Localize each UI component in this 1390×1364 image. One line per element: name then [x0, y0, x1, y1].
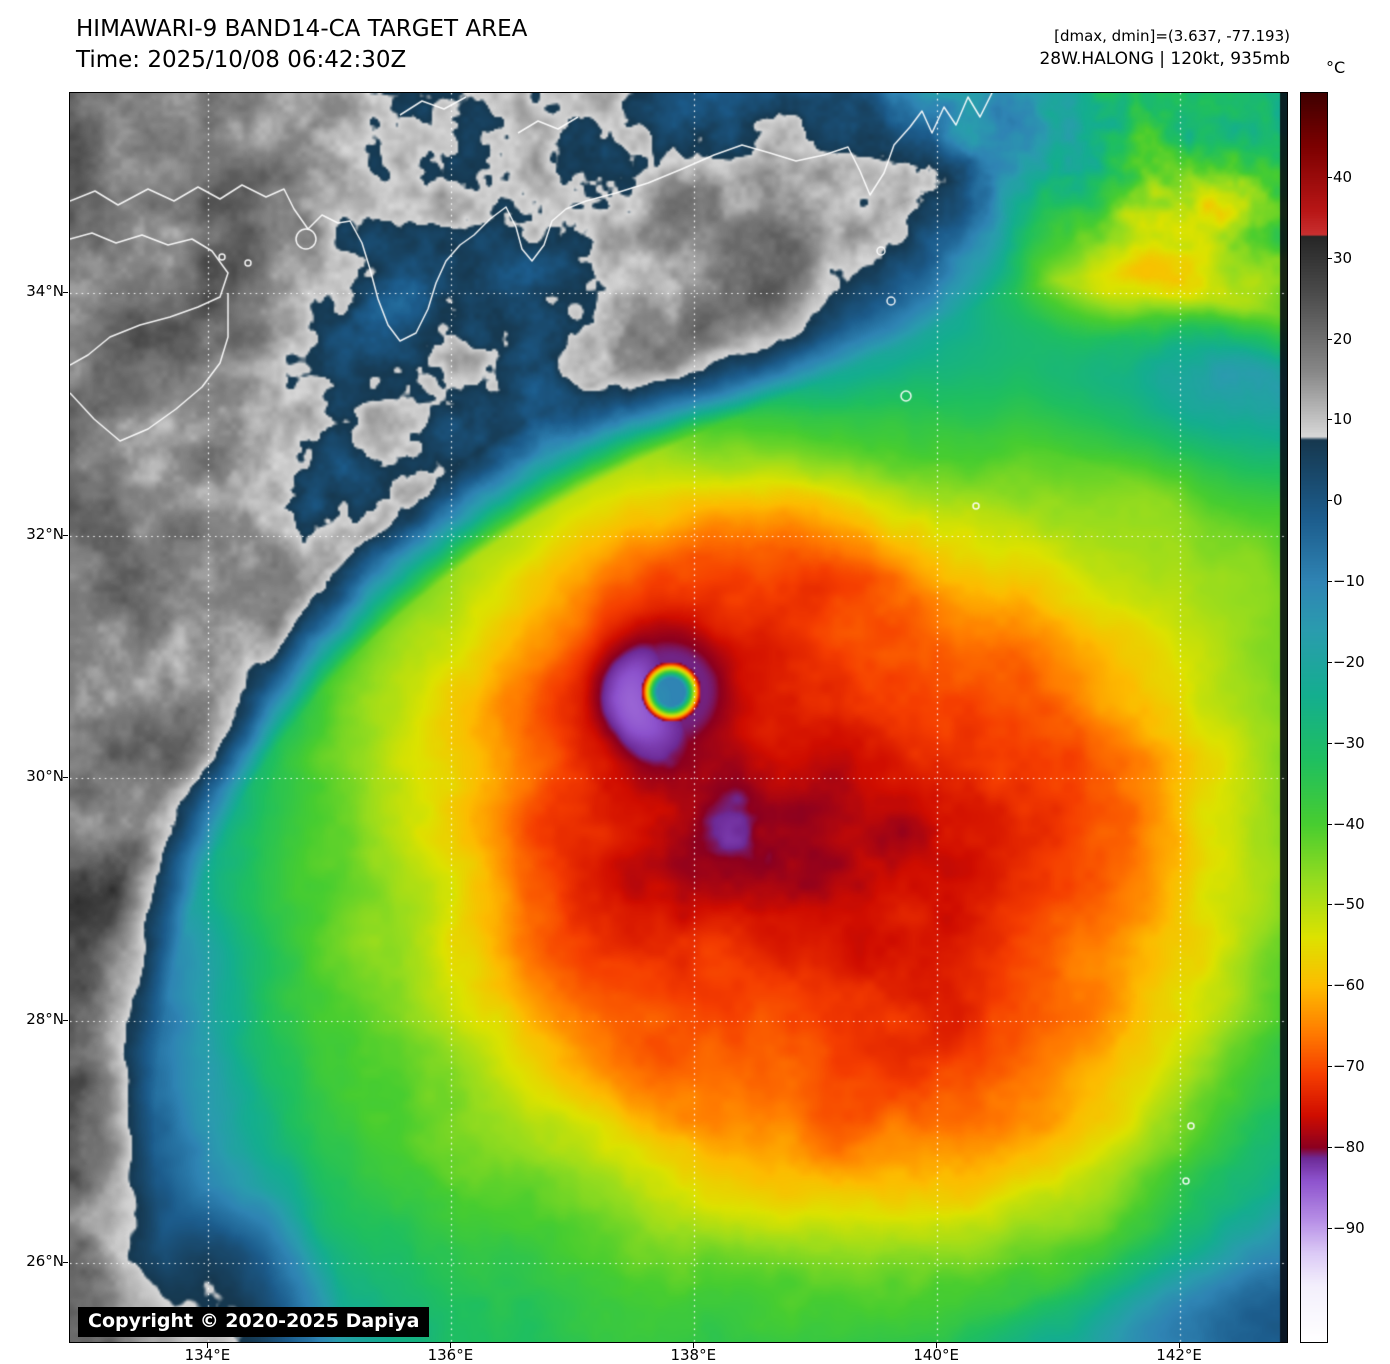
- colorbar-tick-label: −10: [1333, 572, 1365, 591]
- colorbar-tick-label: 30: [1333, 248, 1353, 267]
- colorbar-tick-label: −50: [1333, 895, 1365, 914]
- lat-tick-label: 28°N: [26, 1009, 64, 1028]
- colorbar-tick-label: 0: [1333, 491, 1343, 510]
- colorbar-tick-label: −20: [1333, 652, 1365, 671]
- lat-tickmark: [63, 1019, 68, 1021]
- lon-tickmark: [207, 1343, 209, 1348]
- colorbar-tickmark: [1328, 1146, 1332, 1148]
- colorbar-tick-label: −90: [1333, 1218, 1365, 1237]
- figure-title: HIMAWARI-9 BAND14-CA TARGET AREA: [76, 16, 528, 42]
- colorbar-tick-label: 10: [1333, 410, 1353, 429]
- colorbar-gradient: [1301, 93, 1327, 1342]
- colorbar-tickmark: [1328, 661, 1332, 663]
- lat-tickmark: [63, 1262, 68, 1264]
- satellite-map-panel: Copyright © 2020-2025 Dapiya: [69, 92, 1288, 1343]
- figure-timestamp: Time: 2025/10/08 06:42:30Z: [76, 47, 407, 73]
- satellite-ir-image: [70, 93, 1287, 1342]
- lat-tickmark: [63, 777, 68, 779]
- colorbar: [1300, 92, 1328, 1343]
- colorbar-tickmark: [1328, 338, 1332, 340]
- colorbar-tickmark: [1328, 1066, 1332, 1068]
- lat-tick-label: 32°N: [26, 524, 64, 543]
- colorbar-tickmark: [1328, 742, 1332, 744]
- lon-tickmark: [693, 1343, 695, 1348]
- lon-tick-label: 140°E: [913, 1346, 959, 1364]
- colorbar-tick-label: −70: [1333, 1057, 1365, 1076]
- colorbar-tickmark: [1328, 985, 1332, 987]
- lon-tickmark: [450, 1343, 452, 1348]
- colorbar-tickmark: [1328, 419, 1332, 421]
- figure-annotations: [dmax, dmin]=(3.637, -77.193) 28W.HALONG…: [1039, 26, 1290, 71]
- colorbar-tickmark: [1328, 176, 1332, 178]
- colorbar-tickmark: [1328, 823, 1332, 825]
- copyright-watermark: Copyright © 2020-2025 Dapiya: [78, 1307, 430, 1337]
- lon-tick-label: 134°E: [184, 1346, 231, 1364]
- storm-info-annotation: 28W.HALONG | 120kt, 935mb: [1039, 48, 1290, 69]
- lat-tickmark: [63, 292, 68, 294]
- colorbar-tick-label: −30: [1333, 733, 1365, 752]
- lat-tick-label: 26°N: [26, 1252, 64, 1271]
- colorbar-tick-label: −80: [1333, 1137, 1365, 1156]
- lat-tickmark: [63, 534, 68, 536]
- colorbar-tickmark: [1328, 257, 1332, 259]
- lon-tickmark: [1179, 1343, 1181, 1348]
- lon-tickmark: [936, 1343, 938, 1348]
- colorbar-tickmark: [1328, 500, 1332, 502]
- colorbar-tick-label: −60: [1333, 976, 1365, 995]
- colorbar-tick-label: 40: [1333, 167, 1353, 186]
- colorbar-tickmark: [1328, 904, 1332, 906]
- colorbar-tickmark: [1328, 1227, 1332, 1229]
- lat-tick-label: 34°N: [26, 282, 64, 301]
- lon-tick-label: 138°E: [670, 1346, 717, 1364]
- dmax-dmin-annotation: [dmax, dmin]=(3.637, -77.193): [1054, 27, 1290, 45]
- lon-tick-label: 136°E: [427, 1346, 474, 1364]
- colorbar-tick-label: −40: [1333, 814, 1365, 833]
- lon-tick-label: 142°E: [1156, 1346, 1202, 1364]
- colorbar-tick-label: 20: [1333, 329, 1353, 348]
- lat-tick-label: 30°N: [26, 767, 64, 786]
- colorbar-tickmark: [1328, 581, 1332, 583]
- colorbar-unit-label: °C: [1326, 58, 1346, 77]
